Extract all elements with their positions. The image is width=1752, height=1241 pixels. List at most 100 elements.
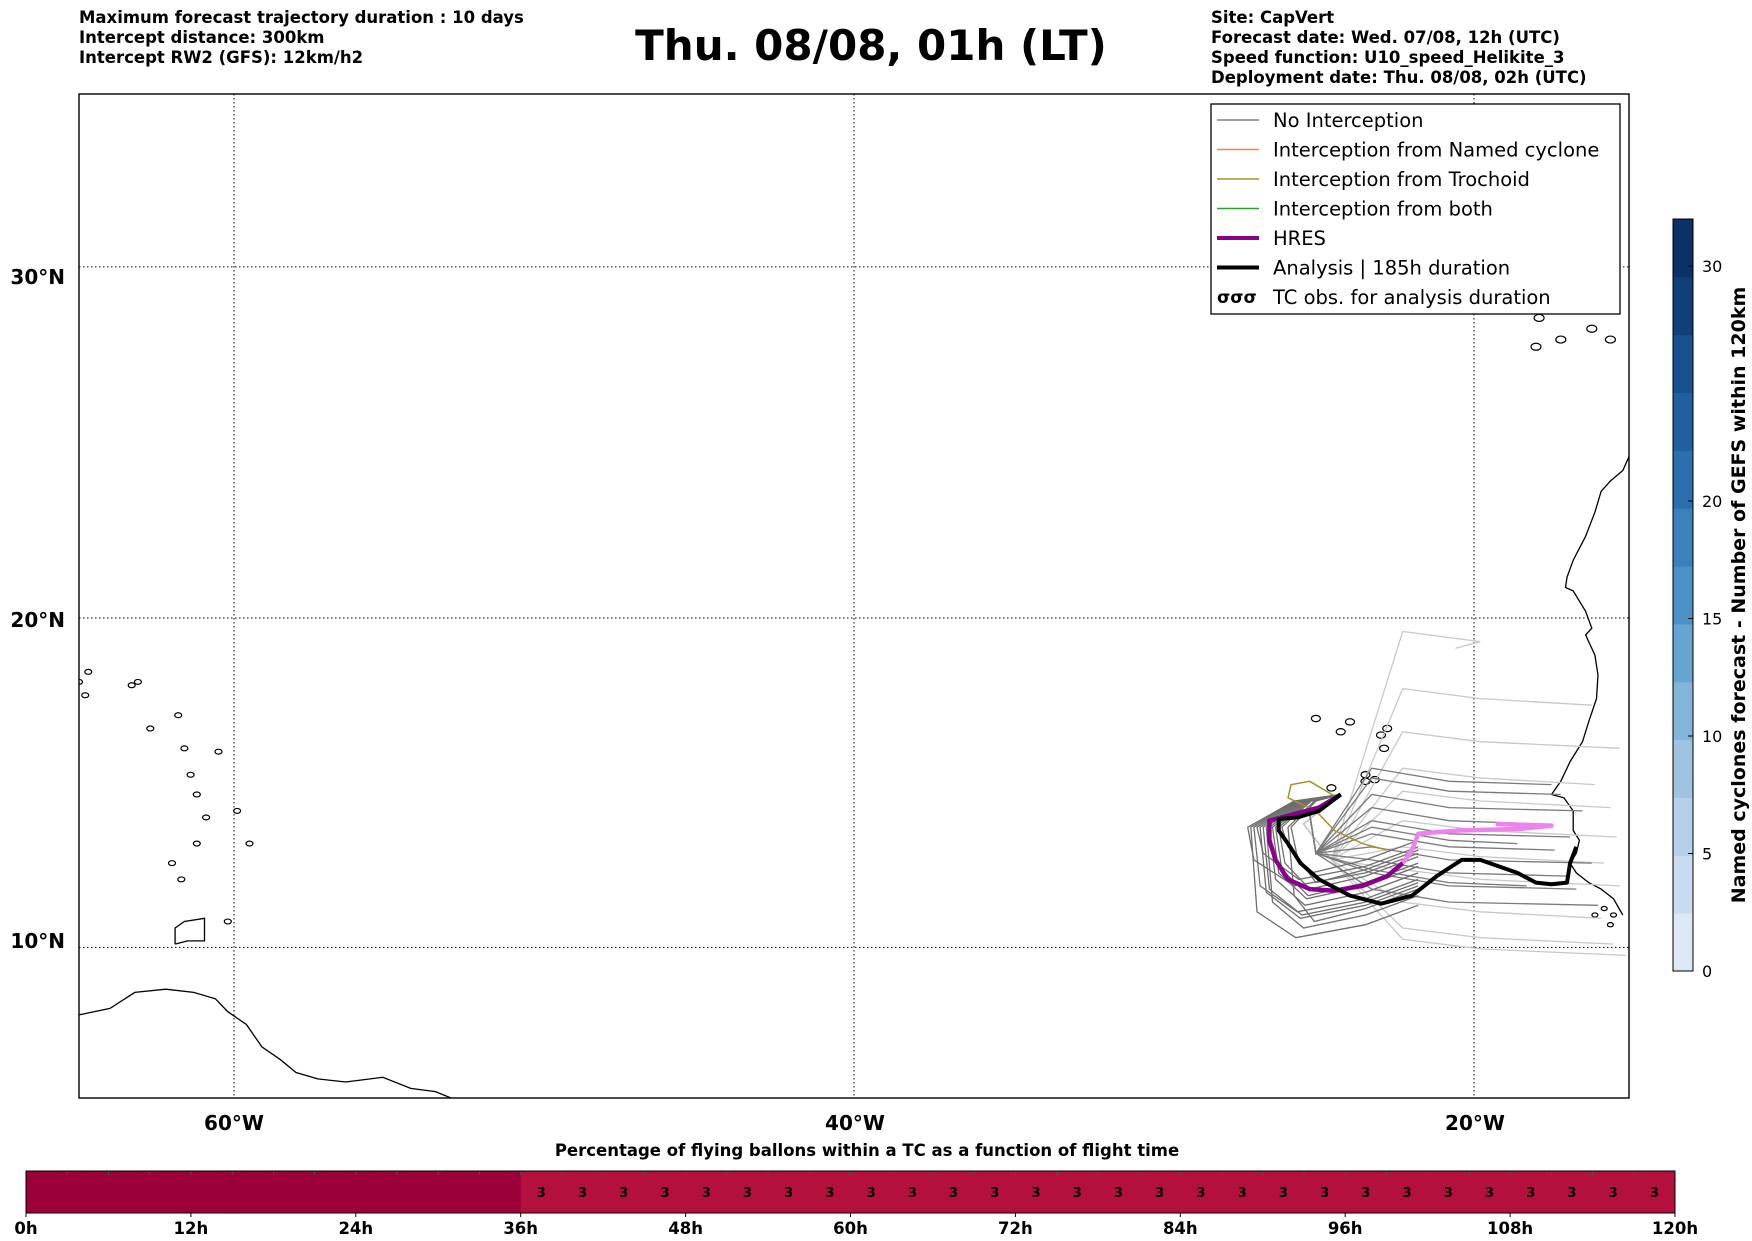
colorbar-cell xyxy=(1673,797,1693,856)
timebar-cell xyxy=(190,1171,233,1213)
timebar-tick-label: 24h xyxy=(338,1219,373,1238)
timebar-cell xyxy=(1345,1171,1387,1213)
timebar-title: Percentage of flying ballons within a TC… xyxy=(555,1141,1179,1160)
header-info-left: Maximum forecast trajectory duration : 1… xyxy=(79,8,524,68)
timebar-cell-value: 3 xyxy=(702,1186,711,1201)
canary-island xyxy=(1655,322,1665,329)
colorbar-cell xyxy=(1673,681,1693,741)
timebar-cell-value: 3 xyxy=(1485,1186,1494,1201)
timebar-cell xyxy=(1221,1171,1264,1213)
timebar-cell-value: 3 xyxy=(990,1186,999,1201)
south-america-coastline xyxy=(79,988,452,1098)
canary-island xyxy=(1555,335,1567,344)
timebar-cell xyxy=(974,1171,1016,1213)
caribbean-island xyxy=(192,791,201,798)
timebar: 3 3 3 3 3 3 3 3 3 3 3 3 3 3 3 3 3 3 3 3 3 3 3 3 3 3 3 3 0h 12h 24h 36h… xyxy=(14,1170,1698,1238)
colorbar-label: Named cyclones forecast - Number of GEFS… xyxy=(1728,287,1750,904)
timebar-cell-value: 3 xyxy=(1650,1186,1659,1201)
legend: No Interception Interception from Named c… xyxy=(1210,103,1621,315)
colorbar: 0 5 10 15 20 30 Named cyclones forecast - Num… xyxy=(1672,218,1750,981)
max-duration-text: Maximum forecast trajectory duration : 1… xyxy=(79,8,524,27)
ensemble-trajectory-light xyxy=(1302,793,1617,861)
timebar-cell xyxy=(520,1171,563,1213)
timebar-cell xyxy=(850,1171,893,1213)
timebar-cell xyxy=(1139,1171,1181,1213)
cape-verde-island xyxy=(1375,731,1387,739)
colorbar-tick-label: 30 xyxy=(1702,257,1722,276)
timebar-cell-value: 3 xyxy=(867,1186,876,1201)
timebar-tick-label: 48h xyxy=(668,1219,703,1238)
timebar-cell-value: 3 xyxy=(784,1186,793,1201)
timebar-tick-label: 120h xyxy=(1652,1219,1698,1238)
timebar-cell xyxy=(1510,1171,1552,1213)
timebar-cell xyxy=(644,1171,687,1213)
timebar-tick-label: 72h xyxy=(998,1219,1033,1238)
timebar-cell xyxy=(1180,1171,1223,1213)
timebar-cell-value: 3 xyxy=(1320,1186,1329,1201)
colorbar-tick-label: 0 xyxy=(1702,962,1712,981)
speed-function-text: Speed function: U10_speed_Helikite_3 xyxy=(1211,48,1565,67)
timebar-cell-value: 3 xyxy=(1609,1186,1618,1201)
legend-item: σσσ TC obs. for analysis duration xyxy=(1217,286,1551,309)
colorbar-cell xyxy=(1673,334,1693,394)
timebar-cell xyxy=(1551,1171,1594,1213)
timebar-cell-value: 3 xyxy=(1444,1186,1453,1201)
colorbar-cell xyxy=(1673,276,1693,336)
tc-obs-symbol: σσσ xyxy=(1217,288,1257,308)
timebar-cell xyxy=(479,1171,522,1213)
chart-title: Thu. 08/08, 01h (LT) xyxy=(0,22,1752,70)
legend-item: Analysis | 185h duration xyxy=(1217,257,1510,280)
timebar-cell xyxy=(726,1171,769,1213)
ensemble-trajectory xyxy=(1287,793,1419,923)
timebar-tick-label: 0h xyxy=(14,1219,37,1238)
caribbean-island xyxy=(192,840,201,847)
caribbean-island xyxy=(146,725,155,732)
colorbar-cell xyxy=(1673,450,1693,509)
timebar-cell xyxy=(1056,1171,1099,1213)
legend-item: Interception from both xyxy=(1217,198,1493,221)
caribbean-island xyxy=(84,668,93,675)
legend-label: TC obs. for analysis duration xyxy=(1272,286,1551,309)
caribbean-island xyxy=(223,918,232,925)
timebar-tick-label: 60h xyxy=(833,1219,868,1238)
colorbar-cell xyxy=(1673,392,1693,451)
caribbean-island xyxy=(81,692,90,699)
timebar-cell xyxy=(768,1171,810,1213)
hres-trajectory-late xyxy=(1400,821,1554,865)
cape-verde-island xyxy=(1326,784,1337,792)
chart-title-text: Thu. 08/08, 01h (LT) xyxy=(635,21,1107,70)
timebar-cell xyxy=(1097,1171,1140,1213)
timebar-cell-value: 3 xyxy=(1155,1186,1164,1201)
legend-label: Interception from Named cyclone xyxy=(1273,139,1599,162)
timebar-cell xyxy=(685,1171,728,1213)
timebar-cell-value: 3 xyxy=(1361,1186,1370,1201)
timebar-tick-label: 84h xyxy=(1163,1219,1198,1238)
bijagos-island xyxy=(1591,912,1599,918)
timebar-cell-value: 3 xyxy=(825,1186,834,1201)
timebar-cell xyxy=(438,1171,480,1213)
timebar-cell-value: 3 xyxy=(1114,1186,1123,1201)
caribbean-island xyxy=(180,745,189,752)
timebar-cell-value: 3 xyxy=(1031,1186,1040,1201)
timebar-cell xyxy=(355,1171,398,1213)
colorbar-cell xyxy=(1673,913,1693,972)
lat-label-30n: 30°N xyxy=(10,265,65,289)
cape-verde-island xyxy=(1310,714,1322,723)
legend-label: Interception from Trochoid xyxy=(1273,168,1530,191)
cape-verde-island xyxy=(1344,718,1356,726)
trinidad-coastline xyxy=(174,917,206,945)
colorbar-tick-label: 15 xyxy=(1702,610,1722,629)
colorbar-cell xyxy=(1673,219,1693,278)
timebar-cell xyxy=(603,1171,645,1213)
caribbean-island xyxy=(174,712,183,719)
legend-label: Analysis | 185h duration xyxy=(1273,257,1510,280)
timebar-cell-value: 3 xyxy=(743,1186,752,1201)
colorbar-tick-label: 10 xyxy=(1702,727,1722,746)
timebar-cell xyxy=(1303,1171,1346,1213)
intercept-distance-text: Intercept distance: 300km xyxy=(79,28,325,47)
bijagos-island xyxy=(1609,912,1618,918)
colorbar-cell xyxy=(1673,855,1693,914)
ensemble-trajectory xyxy=(1265,793,1419,929)
timebar-tick-label: 108h xyxy=(1487,1219,1533,1238)
